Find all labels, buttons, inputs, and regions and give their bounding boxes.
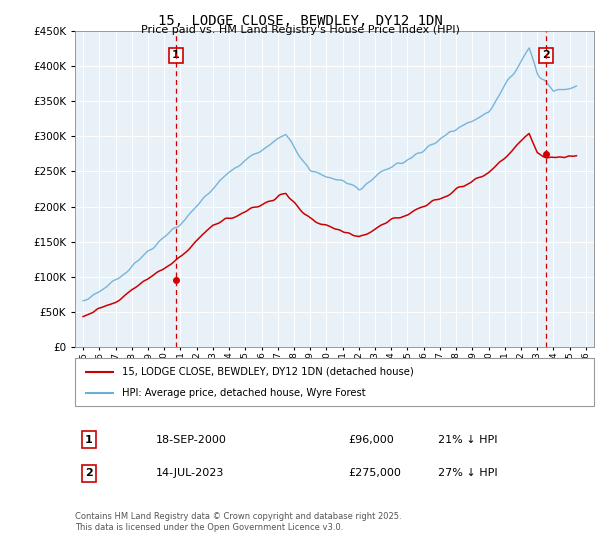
Text: HPI: Average price, detached house, Wyre Forest: HPI: Average price, detached house, Wyre… bbox=[122, 388, 365, 398]
Text: £96,000: £96,000 bbox=[348, 435, 394, 445]
Text: 27% ↓ HPI: 27% ↓ HPI bbox=[438, 468, 497, 478]
Text: 2: 2 bbox=[542, 50, 550, 60]
Text: Contains HM Land Registry data © Crown copyright and database right 2025.
This d: Contains HM Land Registry data © Crown c… bbox=[75, 512, 401, 532]
FancyBboxPatch shape bbox=[75, 358, 594, 406]
Text: Price paid vs. HM Land Registry's House Price Index (HPI): Price paid vs. HM Land Registry's House … bbox=[140, 25, 460, 35]
Text: 15, LODGE CLOSE, BEWDLEY, DY12 1DN: 15, LODGE CLOSE, BEWDLEY, DY12 1DN bbox=[158, 14, 442, 28]
Text: 2: 2 bbox=[85, 468, 92, 478]
Text: 21% ↓ HPI: 21% ↓ HPI bbox=[438, 435, 497, 445]
Text: 1: 1 bbox=[85, 435, 92, 445]
Text: 18-SEP-2000: 18-SEP-2000 bbox=[156, 435, 227, 445]
Text: 1: 1 bbox=[172, 50, 180, 60]
Text: £275,000: £275,000 bbox=[348, 468, 401, 478]
Text: 15, LODGE CLOSE, BEWDLEY, DY12 1DN (detached house): 15, LODGE CLOSE, BEWDLEY, DY12 1DN (deta… bbox=[122, 367, 413, 377]
Text: 14-JUL-2023: 14-JUL-2023 bbox=[156, 468, 224, 478]
